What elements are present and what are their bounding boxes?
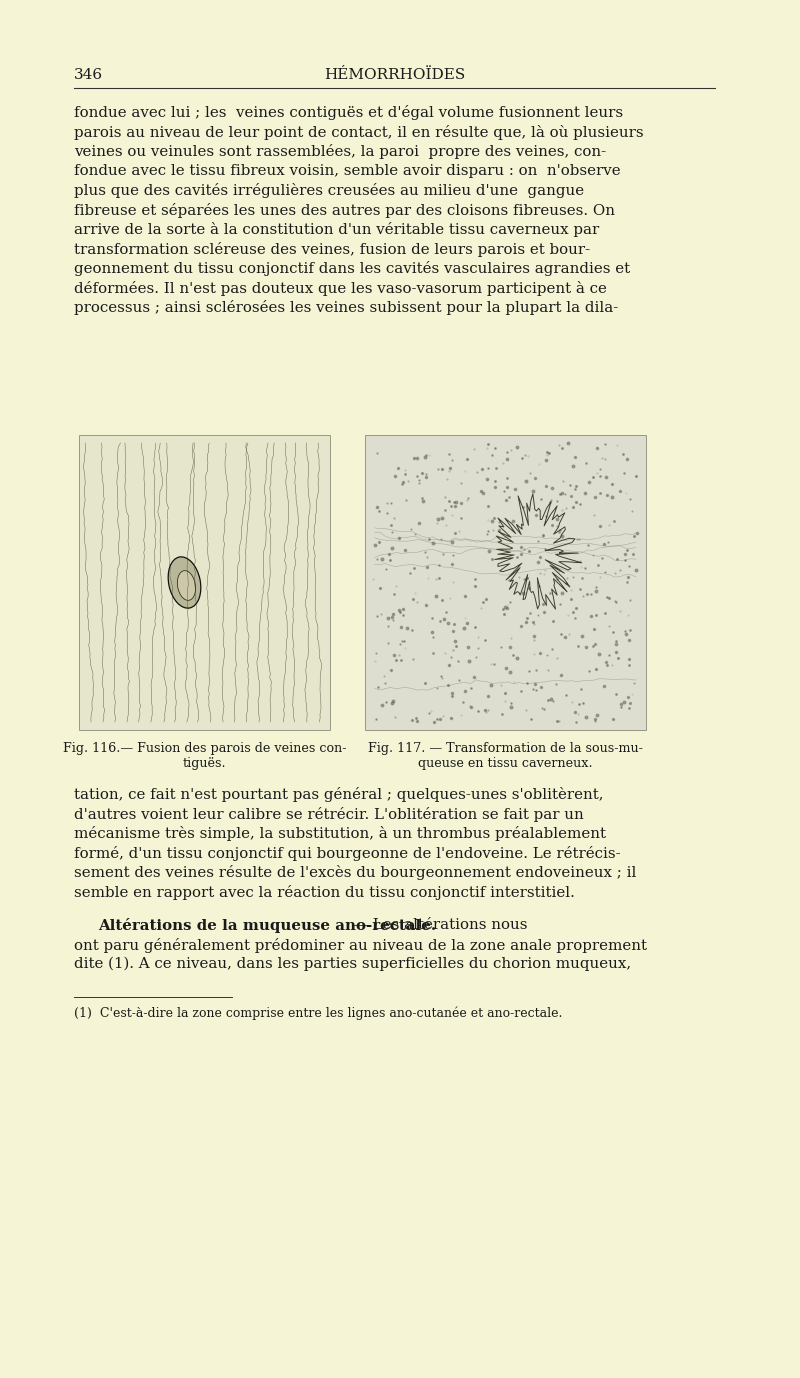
Text: HÉMORRHOÏDES: HÉMORRHOÏDES: [324, 68, 465, 83]
Text: transformation scléreuse des veines, fusion de leurs parois et bour-: transformation scléreuse des veines, fus…: [74, 241, 590, 256]
Text: fibreuse et séparées les unes des autres par des cloisons fibreuses. On: fibreuse et séparées les unes des autres…: [74, 203, 615, 218]
Text: sement des veines résulte de l'excès du bourgeonnement endoveineux ; il: sement des veines résulte de l'excès du …: [74, 865, 636, 881]
Ellipse shape: [168, 557, 201, 608]
Text: formé, d'un tissu conjonctif qui bourgeonne de l'endoveine. Le rétrécis-: formé, d'un tissu conjonctif qui bourgeo…: [74, 846, 621, 860]
Text: veines ou veinules sont rassemblées, la paroi  propre des veines, con-: veines ou veinules sont rassemblées, la …: [74, 143, 606, 158]
Bar: [365, 435, 646, 730]
Text: parois au niveau de leur point de contact, il en résulte que, là où plusieurs: parois au niveau de leur point de contac…: [74, 124, 643, 139]
Text: plus que des cavités irrégulières creusées au milieu d'une  gangue: plus que des cavités irrégulières creusé…: [74, 183, 584, 198]
Text: (1)  C'est-à-dire la zone comprise entre les lignes ano-cutanée et ano-rectale.: (1) C'est-à-dire la zone comprise entre …: [74, 1006, 562, 1020]
Text: 346: 346: [74, 68, 103, 83]
Text: geonnement du tissu conjonctif dans les cavités vasculaires agrandies et: geonnement du tissu conjonctif dans les …: [74, 260, 630, 276]
Text: mécanisme très simple, la substitution, à un thrombus préalablement: mécanisme très simple, la substitution, …: [74, 825, 606, 841]
Text: processus ; ainsi sclérosées les veines subissent pour la plupart la dila-: processus ; ainsi sclérosées les veines …: [74, 300, 618, 316]
Text: arrive de la sorte à la constitution d'un véritable tissu caverneux par: arrive de la sorte à la constitution d'u…: [74, 222, 599, 237]
Bar: [79, 435, 330, 730]
Text: dite (1). A ce niveau, dans les parties superficielles du chorion muqueux,: dite (1). A ce niveau, dans les parties …: [74, 956, 631, 971]
Text: tiguës.: tiguës.: [183, 757, 226, 770]
Text: — Les altérations nous: — Les altérations nous: [353, 918, 527, 932]
Text: queuse en tissu caverneux.: queuse en tissu caverneux.: [418, 757, 593, 770]
Text: fondue avec lui ; les  veines contiguës et d'égal volume fusionnent leurs: fondue avec lui ; les veines contiguës e…: [74, 105, 623, 120]
Text: semble en rapport avec la réaction du tissu conjonctif interstitiel.: semble en rapport avec la réaction du ti…: [74, 885, 575, 900]
Text: Altérations de la muqueuse ano-rectale.: Altérations de la muqueuse ano-rectale.: [98, 918, 437, 933]
Text: d'autres voient leur calibre se rétrécir. L'oblitération se fait par un: d'autres voient leur calibre se rétrécir…: [74, 806, 584, 821]
Text: fondue avec le tissu fibreux voisin, semble avoir disparu : on  n'observe: fondue avec le tissu fibreux voisin, sem…: [74, 164, 621, 178]
Text: Fig. 117. — Transformation de la sous-mu-: Fig. 117. — Transformation de la sous-mu…: [368, 741, 643, 755]
Text: Fig. 116.— Fusion des parois de veines con-: Fig. 116.— Fusion des parois de veines c…: [63, 741, 346, 755]
Text: tation, ce fait n'est pourtant pas général ; quelques-unes s'oblitèrent,: tation, ce fait n'est pourtant pas génér…: [74, 787, 603, 802]
Text: déformées. Il n'est pas douteux que les vaso-vasorum participent à ce: déformées. Il n'est pas douteux que les …: [74, 281, 607, 295]
Text: ont paru généralement prédominer au niveau de la zone anale proprement: ont paru généralement prédominer au nive…: [74, 937, 647, 952]
Ellipse shape: [178, 570, 195, 601]
